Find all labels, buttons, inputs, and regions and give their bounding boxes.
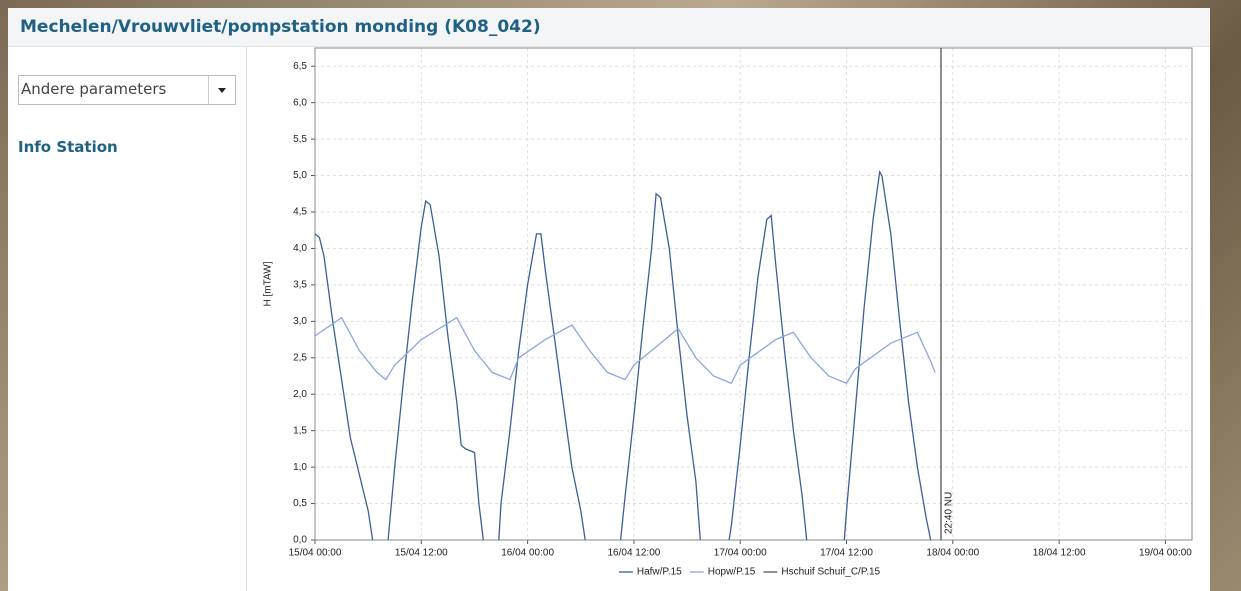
series-line: [315, 172, 931, 540]
y-tick-label: 1,0: [293, 462, 307, 473]
x-tick-label: 19/04 00:00: [1139, 548, 1192, 559]
legend-label: Hopw/P.15: [708, 567, 756, 578]
plot-frame: [315, 48, 1192, 540]
legend-label: Hafw/P.15: [637, 567, 682, 578]
x-tick-label: 17/04 00:00: [714, 548, 767, 559]
x-tick-label: 18/04 00:00: [926, 548, 979, 559]
y-tick-label: 3,0: [293, 316, 307, 327]
y-tick-label: 3,5: [293, 280, 307, 291]
y-tick-label: 4,0: [293, 243, 307, 254]
x-tick-label: 16/04 00:00: [501, 548, 554, 559]
y-tick-label: 5,5: [293, 134, 307, 145]
series-line: [315, 318, 935, 384]
x-tick-label: 17/04 12:00: [820, 548, 873, 559]
x-tick-label: 18/04 12:00: [1033, 548, 1086, 559]
y-tick-label: 2,5: [293, 352, 307, 363]
y-tick-label: 6,0: [293, 97, 307, 108]
x-tick-label: 16/04 12:00: [607, 548, 660, 559]
chart: 0,0 0,5 1,0 1,5 2,0 2,5 3,0 3,5 4,0 4,5 5,0 5,5 6,0 6…: [0, 0, 1241, 591]
now-label: 22:40 NU: [944, 492, 955, 534]
y-tick-label: 5,0: [293, 170, 307, 181]
x-tick-label: 15/04 00:00: [289, 548, 342, 559]
y-tick-label: 0,5: [293, 498, 307, 509]
y-tick-label: 2,0: [293, 389, 307, 400]
y-axis-label: H [mTAW]: [263, 261, 274, 306]
y-tick-label: 6,5: [293, 61, 307, 72]
legend-label: Hschuif Schuif_C/P.15: [781, 567, 880, 578]
x-tick-label: 15/04 12:00: [395, 548, 448, 559]
y-tick-label: 0,0: [293, 535, 307, 546]
y-tick-label: 1,5: [293, 425, 307, 436]
page: Mechelen/Vrouwvliet/pompstation monding …: [0, 0, 1241, 591]
y-tick-label: 4,5: [293, 207, 307, 218]
